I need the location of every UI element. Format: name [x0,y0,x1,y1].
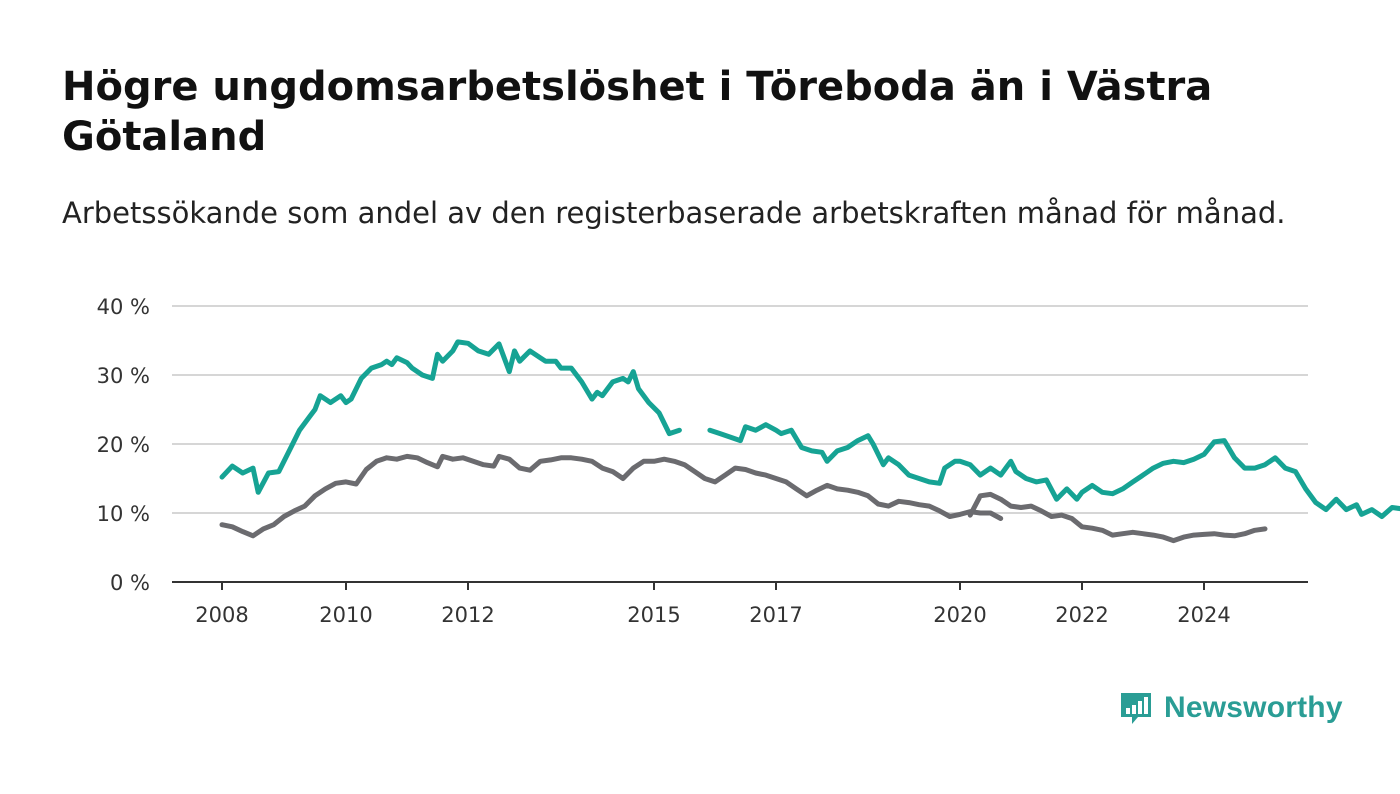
chart-title: Högre ungdomsarbetslöshet i Töreboda än … [62,64,1213,160]
x-tick-label: 2020 [933,603,986,627]
x-tick-label: 2024 [1177,603,1230,627]
x-tick-label: 2008 [195,603,248,627]
x-tick-label: 2017 [749,603,802,627]
series-line [219,339,682,495]
x-tick-label: 2015 [627,603,680,627]
series-line [967,491,1268,544]
y-axis-ticks: 0 % 10 % 20 % 30 % 40 % [97,295,150,595]
x-tick-label: 2022 [1055,603,1108,627]
series-line [219,453,1004,539]
y-tick-label: 0 % [110,571,150,595]
newsworthy-brand: Newsworthy [1118,690,1343,726]
series-lines [219,339,1400,544]
newsworthy-logo-icon [1121,693,1151,724]
x-tick-label: 2010 [319,603,372,627]
y-tick-label: 10 % [97,502,150,526]
series-line [707,422,1400,519]
x-tick-label: 2012 [441,603,494,627]
y-tick-label: 30 % [97,364,150,388]
y-tick-label: 20 % [97,433,150,457]
chart-subtitle: Arbetssökande som andel av den registerb… [62,196,1286,230]
x-axis-ticks: 2008 2010 2012 2015 2017 2020 2022 2024 [195,582,1231,627]
brand-name: Newsworthy [1164,691,1343,724]
gridlines [172,305,1308,583]
y-tick-label: 40 % [97,295,150,319]
